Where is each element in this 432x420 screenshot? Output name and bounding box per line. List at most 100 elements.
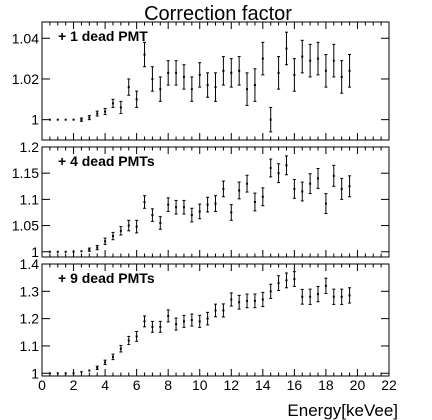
data-point bbox=[222, 187, 225, 190]
data-point bbox=[301, 190, 304, 193]
panel-1: 1 1.02 1.04 + 1 dead PMT bbox=[12, 21, 390, 141]
data-point bbox=[88, 248, 91, 251]
y-tick-label: 1.2 bbox=[20, 139, 40, 155]
data-point bbox=[190, 214, 193, 217]
x-tick-label: 14 bbox=[255, 377, 271, 393]
data-point bbox=[182, 206, 185, 209]
data-point bbox=[167, 314, 170, 317]
data-point bbox=[230, 71, 233, 74]
data-point bbox=[348, 69, 351, 72]
data-point bbox=[230, 211, 233, 214]
data-point bbox=[48, 250, 51, 253]
data-point bbox=[135, 98, 138, 101]
data-point bbox=[317, 57, 320, 60]
data-point bbox=[151, 77, 154, 80]
y-tick-label: 1.4 bbox=[20, 256, 40, 272]
data-point bbox=[277, 282, 280, 285]
data-point bbox=[309, 295, 312, 298]
data-point bbox=[56, 250, 59, 253]
data-point bbox=[238, 189, 241, 192]
x-tick-label: 10 bbox=[192, 377, 208, 393]
y-tick-label: 1.1 bbox=[20, 338, 40, 354]
data-point bbox=[309, 182, 312, 185]
data-point bbox=[285, 279, 288, 282]
data-point bbox=[96, 246, 99, 249]
x-tick-label: 22 bbox=[381, 377, 397, 393]
panel-3: 1 1.1 1.2 1.3 1.4 + 9 dead PMTs bbox=[20, 256, 390, 381]
data-point bbox=[175, 206, 178, 209]
data-point bbox=[127, 224, 130, 227]
data-point bbox=[301, 55, 304, 58]
data-point bbox=[56, 118, 59, 121]
data-point bbox=[301, 295, 304, 298]
panel-label: + 9 dead PMTs bbox=[58, 270, 155, 286]
data-point bbox=[151, 325, 154, 328]
data-point bbox=[293, 278, 296, 281]
data-point bbox=[72, 372, 75, 375]
data-point bbox=[198, 320, 201, 323]
data-point bbox=[324, 202, 327, 205]
y-tick-label: 1.15 bbox=[12, 165, 39, 181]
data-point bbox=[175, 323, 178, 326]
data-point bbox=[317, 293, 320, 296]
data-point bbox=[151, 214, 154, 217]
x-tick-labels: 0 2 4 6 8 10 12 14 16 18 20 22 bbox=[38, 377, 397, 393]
data-point bbox=[332, 295, 335, 298]
chart-title: Correction factor bbox=[144, 3, 292, 25]
data-point bbox=[198, 210, 201, 213]
panel-label: + 1 dead PMT bbox=[58, 28, 148, 44]
data-point bbox=[246, 299, 249, 302]
data-point bbox=[182, 320, 185, 323]
data-point bbox=[127, 339, 130, 342]
data-point bbox=[230, 298, 233, 301]
data-point bbox=[246, 88, 249, 91]
data-point bbox=[285, 47, 288, 50]
data-point bbox=[167, 203, 170, 206]
data-point bbox=[119, 106, 122, 109]
data-point bbox=[332, 174, 335, 177]
data-point bbox=[127, 86, 130, 89]
data-point bbox=[135, 335, 138, 338]
data-point bbox=[214, 86, 217, 89]
data-point bbox=[143, 53, 146, 56]
data-point bbox=[182, 75, 185, 78]
x-tick-label: 8 bbox=[164, 377, 172, 393]
data-point bbox=[348, 185, 351, 188]
panel-label: + 4 dead PMTs bbox=[58, 153, 155, 169]
data-point bbox=[175, 71, 178, 74]
data-point bbox=[309, 59, 312, 62]
y-tick-label: 1.2 bbox=[20, 311, 40, 327]
data-point bbox=[111, 102, 114, 105]
data-point bbox=[261, 298, 264, 301]
data-point bbox=[64, 250, 67, 253]
data-point bbox=[159, 325, 162, 328]
data-point bbox=[340, 187, 343, 190]
data-point bbox=[222, 69, 225, 72]
data-point bbox=[340, 75, 343, 78]
data-point bbox=[48, 372, 51, 375]
data-point bbox=[80, 250, 83, 253]
data-point bbox=[238, 301, 241, 304]
data-point bbox=[143, 201, 146, 203]
data-point bbox=[56, 372, 59, 375]
y-tick-label: 1 bbox=[31, 365, 39, 381]
data-point bbox=[206, 317, 209, 320]
data-point bbox=[214, 309, 217, 312]
data-point bbox=[111, 355, 114, 358]
x-axis-title: Energy[keVee] bbox=[287, 401, 398, 420]
data-point bbox=[340, 295, 343, 298]
data-point bbox=[222, 309, 225, 312]
data-point bbox=[80, 118, 83, 121]
data-point bbox=[72, 118, 75, 121]
y-tick-label: 1.3 bbox=[20, 283, 40, 299]
data-point bbox=[253, 201, 256, 203]
data-point bbox=[190, 319, 193, 321]
data-point bbox=[143, 320, 146, 323]
x-tick-label: 2 bbox=[70, 377, 78, 393]
data-point bbox=[261, 195, 264, 198]
data-point bbox=[246, 182, 249, 185]
y-tick-label: 1 bbox=[31, 112, 39, 128]
data-point bbox=[348, 294, 351, 297]
data-point bbox=[261, 57, 264, 60]
